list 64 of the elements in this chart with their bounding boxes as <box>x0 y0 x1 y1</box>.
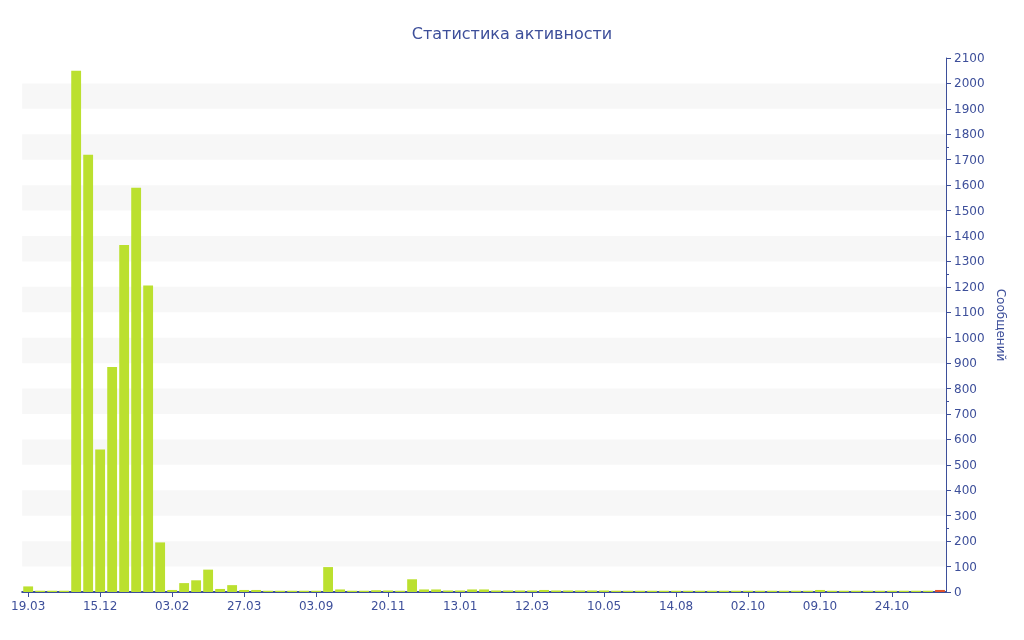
y-tick-label: 400 <box>954 483 977 498</box>
bar <box>467 589 477 592</box>
y-tick-label: 800 <box>954 381 977 396</box>
y-tick-label: 2000 <box>954 76 985 91</box>
y-tick-label: 200 <box>954 534 977 549</box>
y-tick-label: 1500 <box>954 203 985 218</box>
y-tick-label: 1600 <box>954 178 985 193</box>
bar <box>95 449 106 592</box>
bar <box>179 583 190 592</box>
x-tick-label: 27.03 <box>226 599 262 613</box>
x-tick-label: 24.10 <box>874 599 910 613</box>
y-tick-label: 1200 <box>954 279 985 294</box>
bar <box>203 569 214 592</box>
bar <box>419 589 430 592</box>
bar <box>407 579 418 592</box>
bar <box>191 580 202 592</box>
y-tick-label: 600 <box>954 432 977 447</box>
bar <box>119 244 130 592</box>
bar <box>107 366 118 592</box>
bar <box>431 589 442 592</box>
bar <box>239 589 250 592</box>
x-tick-label: 13.01 <box>442 599 478 613</box>
bar <box>335 589 346 592</box>
x-tick-label: 20.11 <box>370 599 406 613</box>
bar <box>251 589 262 592</box>
bar <box>23 586 34 592</box>
bar <box>539 589 549 592</box>
y-tick-label: 100 <box>954 559 977 574</box>
x-tick-label: 03.09 <box>298 599 334 613</box>
bar <box>155 542 166 592</box>
bar <box>215 588 226 592</box>
y-tick-label: 900 <box>954 356 977 371</box>
y-tick-label: 1300 <box>954 254 985 269</box>
bar <box>815 589 825 592</box>
y-tick-label: 1400 <box>954 229 985 243</box>
chart-title: Статистика активности <box>411 23 613 43</box>
y-tick-label: 2100 <box>954 51 985 65</box>
bar <box>323 567 334 592</box>
y-tick-label: 1100 <box>954 305 985 320</box>
y-tick-label: 500 <box>954 457 977 472</box>
y-tick-label: 1900 <box>954 101 985 116</box>
x-tick-label: 02.10 <box>730 599 766 613</box>
x-tick-label: 12.03 <box>514 599 550 613</box>
bar <box>143 285 154 592</box>
y-tick-label: 300 <box>954 508 977 523</box>
y-tick-label: 0 <box>954 585 962 599</box>
x-tick-label: 09.10 <box>802 599 838 613</box>
y-tick-label: 1800 <box>954 127 985 142</box>
bar <box>227 585 238 592</box>
bar <box>131 187 142 592</box>
bar <box>167 589 178 592</box>
x-tick-label: 10.05 <box>586 599 622 613</box>
y-tick-label: 1000 <box>954 330 985 345</box>
y-tick-label: 700 <box>954 407 977 421</box>
bar <box>71 70 82 592</box>
bar <box>83 154 94 592</box>
y-axis-title: Сообщений <box>994 288 1009 362</box>
x-tick-label: 19.03 <box>10 599 46 613</box>
bar <box>935 589 945 592</box>
x-tick-label: 03.02 <box>154 599 190 613</box>
bar <box>479 589 489 592</box>
x-tick-label: 14.08 <box>658 599 694 613</box>
y-tick-label: 1700 <box>954 152 985 167</box>
x-tick-label: 15.12 <box>82 599 118 613</box>
